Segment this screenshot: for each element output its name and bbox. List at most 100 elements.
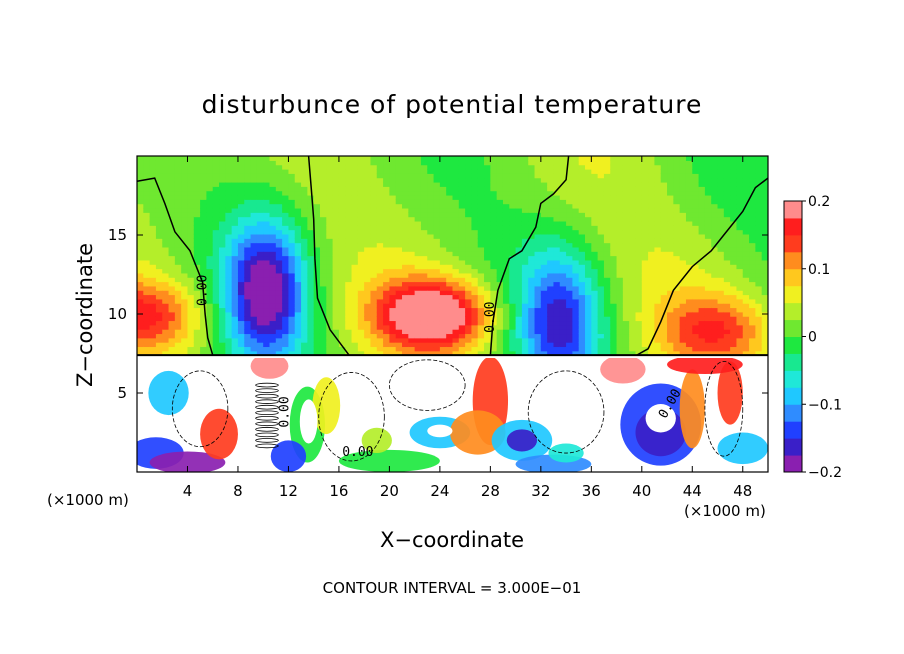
field-cell bbox=[364, 285, 372, 291]
field-cell bbox=[540, 311, 548, 317]
field-cell bbox=[635, 342, 643, 348]
field-cell bbox=[427, 225, 435, 231]
field-cell bbox=[137, 194, 144, 200]
field-cell bbox=[622, 255, 630, 261]
field-cell bbox=[591, 268, 599, 274]
field-cell bbox=[206, 268, 214, 274]
field-cell bbox=[521, 294, 529, 300]
field-cell bbox=[490, 160, 498, 166]
field-cell bbox=[427, 199, 435, 205]
field-cell bbox=[528, 264, 536, 270]
field-cell bbox=[364, 277, 372, 283]
field-cell bbox=[408, 307, 416, 313]
field-cell bbox=[685, 255, 693, 261]
field-cell bbox=[256, 255, 264, 261]
field-cell bbox=[484, 259, 491, 265]
field-cell bbox=[395, 259, 403, 265]
field-cell bbox=[168, 268, 176, 274]
field-cell bbox=[200, 342, 208, 348]
field-cell bbox=[553, 350, 561, 356]
field-cell bbox=[187, 168, 195, 174]
field-cell bbox=[528, 320, 536, 326]
field-cell bbox=[187, 255, 195, 261]
field-cell bbox=[591, 259, 599, 265]
field-cell bbox=[667, 268, 674, 274]
field-cell bbox=[654, 307, 662, 313]
field-cell bbox=[250, 203, 258, 209]
field-cell bbox=[402, 251, 409, 257]
field-cell bbox=[704, 307, 712, 313]
field-cell bbox=[730, 337, 738, 343]
field-cell bbox=[490, 346, 498, 352]
field-cell bbox=[313, 233, 321, 239]
field-cell bbox=[648, 242, 656, 248]
field-cell bbox=[471, 324, 479, 330]
field-cell bbox=[269, 251, 277, 257]
field-cell bbox=[269, 203, 277, 209]
field-cell bbox=[572, 259, 580, 265]
field-cell bbox=[679, 333, 687, 339]
field-cell bbox=[137, 181, 144, 187]
field-cell bbox=[616, 156, 624, 161]
field-cell bbox=[181, 160, 189, 166]
field-cell bbox=[212, 168, 220, 174]
field-cell bbox=[275, 229, 283, 235]
field-cell bbox=[389, 212, 397, 218]
field-cell bbox=[591, 307, 599, 313]
field-cell bbox=[319, 259, 327, 265]
field-cell bbox=[610, 216, 618, 222]
field-cell bbox=[332, 173, 340, 179]
field-cell bbox=[452, 173, 460, 179]
field-cell bbox=[667, 225, 674, 231]
field-cell bbox=[395, 168, 403, 174]
field-cell bbox=[591, 277, 599, 283]
field-cell bbox=[402, 272, 409, 278]
field-cell bbox=[534, 277, 542, 283]
field-cell bbox=[137, 220, 144, 226]
field-cell bbox=[603, 333, 611, 339]
field-cell bbox=[667, 164, 674, 170]
field-cell bbox=[660, 194, 668, 200]
field-cell bbox=[692, 251, 700, 257]
field-cell bbox=[723, 298, 731, 304]
field-cell bbox=[200, 216, 208, 222]
field-cell bbox=[137, 277, 144, 283]
field-cell bbox=[490, 350, 498, 356]
field-cell bbox=[225, 264, 233, 270]
field-cell bbox=[559, 173, 567, 179]
field-cell bbox=[597, 212, 605, 218]
field-cell bbox=[471, 329, 479, 335]
field-cell bbox=[427, 350, 435, 356]
field-cell bbox=[370, 194, 378, 200]
field-cell bbox=[313, 268, 321, 274]
field-cell bbox=[540, 333, 548, 339]
field-cell bbox=[193, 233, 201, 239]
field-cell bbox=[755, 342, 763, 348]
field-cell bbox=[648, 277, 656, 283]
field-cell bbox=[673, 316, 681, 322]
field-cell bbox=[471, 303, 479, 309]
field-cell bbox=[635, 294, 643, 300]
field-cell bbox=[648, 259, 656, 265]
field-cell bbox=[282, 242, 290, 248]
field-cell bbox=[723, 329, 731, 335]
field-cell bbox=[585, 333, 592, 339]
field-cell bbox=[345, 156, 353, 161]
field-cell bbox=[585, 264, 592, 270]
y-tick-label: 10 bbox=[108, 305, 127, 323]
field-cell bbox=[704, 342, 712, 348]
field-cell bbox=[212, 311, 220, 317]
field-cell bbox=[521, 298, 529, 304]
field-cell bbox=[515, 212, 523, 218]
field-cell bbox=[641, 225, 649, 231]
field-cell bbox=[326, 294, 334, 300]
field-cell bbox=[345, 329, 353, 335]
field-cell bbox=[723, 207, 731, 213]
field-cell bbox=[364, 164, 372, 170]
field-cell bbox=[446, 272, 454, 278]
field-cell bbox=[471, 194, 479, 200]
field-cell bbox=[256, 272, 264, 278]
field-cell bbox=[433, 268, 441, 274]
field-cell bbox=[263, 181, 271, 187]
field-cell bbox=[168, 181, 176, 187]
